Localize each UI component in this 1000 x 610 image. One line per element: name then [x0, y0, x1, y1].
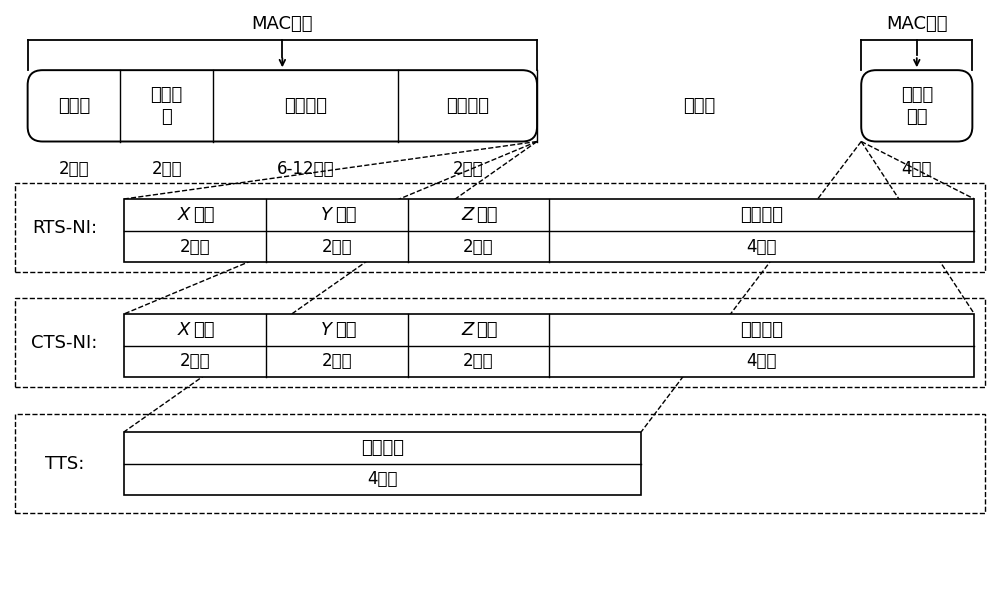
Bar — [124, 199, 974, 262]
Text: 地址信息: 地址信息 — [284, 97, 327, 115]
Text: 帧主体: 帧主体 — [683, 97, 715, 115]
FancyBboxPatch shape — [28, 70, 537, 142]
Text: Y: Y — [321, 321, 332, 339]
Text: TTS:: TTS: — [45, 454, 84, 473]
Text: 4字节: 4字节 — [747, 353, 777, 370]
Text: 2字节: 2字节 — [321, 237, 352, 256]
Text: 坐标: 坐标 — [335, 321, 356, 339]
Bar — [124, 432, 641, 495]
Text: 2字节: 2字节 — [452, 160, 483, 178]
Text: 2字节: 2字节 — [180, 237, 210, 256]
Text: 2字节: 2字节 — [59, 160, 89, 178]
Text: 4字节: 4字节 — [747, 237, 777, 256]
Text: 2字节: 2字节 — [463, 353, 494, 370]
Bar — [15, 298, 985, 387]
Text: 天线信息: 天线信息 — [740, 321, 783, 339]
Text: Z: Z — [461, 321, 473, 339]
Bar — [15, 414, 985, 513]
Text: 天线信息: 天线信息 — [740, 206, 783, 224]
Text: 2字节: 2字节 — [180, 353, 210, 370]
Text: MAC头部: MAC头部 — [252, 15, 313, 32]
Text: X: X — [178, 206, 190, 224]
Bar — [15, 183, 985, 272]
Text: 持续时
间: 持续时 间 — [150, 86, 183, 126]
Text: 坐标: 坐标 — [193, 206, 214, 224]
Text: 坐标: 坐标 — [335, 206, 356, 224]
Bar — [124, 314, 974, 378]
Text: 2字节: 2字节 — [321, 353, 352, 370]
Text: 2字节: 2字节 — [151, 160, 182, 178]
FancyBboxPatch shape — [861, 70, 972, 142]
Text: 坐标: 坐标 — [193, 321, 214, 339]
Text: 测试数据: 测试数据 — [361, 439, 404, 457]
Text: 4字节: 4字节 — [902, 160, 932, 178]
Text: 2字节: 2字节 — [463, 237, 494, 256]
Text: MAC尾部: MAC尾部 — [886, 15, 948, 32]
Text: Y: Y — [321, 206, 332, 224]
Text: 序列控制: 序列控制 — [446, 97, 489, 115]
Text: CTS-NI:: CTS-NI: — [31, 334, 98, 351]
Text: 帧校验
序列: 帧校验 序列 — [901, 86, 933, 126]
Text: 坐标: 坐标 — [476, 321, 498, 339]
Text: 帧控制: 帧控制 — [58, 97, 90, 115]
Text: X: X — [178, 321, 190, 339]
Text: 4字节: 4字节 — [367, 470, 398, 489]
Text: Z: Z — [461, 206, 473, 224]
Text: 6-12字节: 6-12字节 — [277, 160, 334, 178]
Text: 坐标: 坐标 — [476, 206, 498, 224]
Text: RTS-NI:: RTS-NI: — [32, 219, 97, 237]
